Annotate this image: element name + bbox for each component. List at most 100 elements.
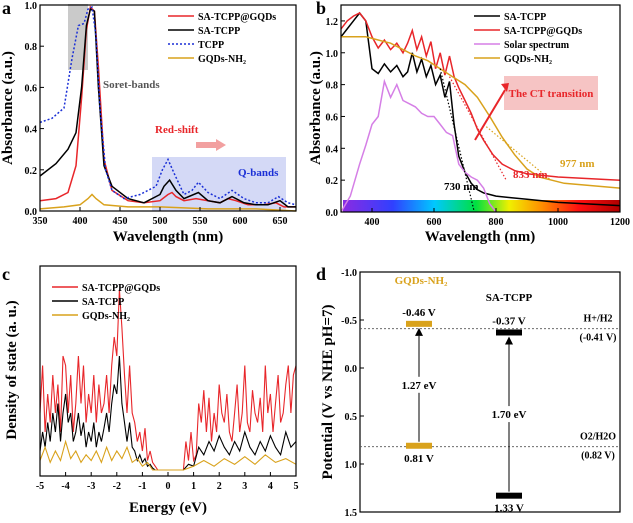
conduction-band-bar: [496, 329, 522, 336]
panel-b-legend-label: SA-TCPP@GQDs: [504, 26, 582, 37]
ct-arrow-head: [501, 83, 509, 92]
material-name: GQDs-NH₂: [395, 275, 449, 287]
panel-a-xtick-label: 500: [153, 216, 168, 227]
panel-c-xtick-label: 3: [242, 481, 247, 492]
panel-a-xtick-label: 350: [33, 216, 48, 227]
panel-b-series-line: [340, 12, 621, 181]
panel-a-legend-label: TCPP: [198, 40, 224, 51]
panel-d-ytick-label: -0.5: [341, 316, 357, 327]
panel-d-ylabel: Potential (V vs NHE pH=7): [320, 305, 336, 480]
red-shift-label: Red-shift: [155, 124, 199, 136]
panel-c-axes: [39, 265, 297, 477]
conduction-band-bar: [406, 320, 432, 327]
panel-b-xtick-label: 600: [427, 217, 442, 228]
panel-b-extrapolation-line: [448, 76, 507, 181]
soret-band-region: [68, 4, 88, 70]
label-977nm: 977 nm: [560, 158, 595, 170]
panel-a-ytick-label: 0.6: [25, 83, 38, 94]
panel-c-xlabel: Energy (eV): [129, 500, 207, 516]
panel-c-legend-label: SA-TCPP: [82, 297, 124, 308]
panel-b-series-line: [340, 78, 497, 213]
excitation-arrowhead: [415, 327, 423, 336]
panel-d-axes: [359, 271, 621, 513]
panel-a-series-line: [39, 7, 296, 208]
panel-b-ylabel: Absorbance (a.u.): [308, 51, 324, 165]
label-730nm: 730 nm: [444, 181, 479, 193]
panel-a-series-line: [39, 5, 297, 206]
panel-b-ytick-label: 0.0: [326, 208, 339, 219]
panel-b: b 400 600 800 1000 1200 0.0 0.2 0.4 0.6 0.8 1.0 1.2…: [308, 0, 630, 245]
panel-c-xtick-label: 0: [166, 481, 171, 492]
panel-a-ytick-label: 1.0: [25, 1, 38, 12]
panel-a-xlabel: Wavelength (nm): [113, 229, 223, 245]
panel-b-ytick-label: 0.2: [326, 176, 339, 187]
panel-c-legend-label: SA-TCPP@GQDs: [82, 283, 160, 294]
panel-d-ytick-label: 0.0: [345, 364, 358, 375]
visible-spectrum-strip: [343, 200, 620, 212]
band-gap-label-bg: [397, 376, 441, 393]
q-bands-label: Q-bands: [238, 167, 279, 179]
panel-b-ytick-label: 1.0: [326, 49, 339, 60]
panel-b-legend-label: GQDs-NH₂: [504, 54, 552, 65]
panel-d-ytick-label: 1.5: [345, 508, 358, 519]
panel-a-ytick-label: 0.4: [25, 125, 38, 136]
panel-a-xtick-label: 650: [273, 216, 288, 227]
ct-transition-box: [504, 76, 598, 110]
panel-d-ytick-label: -1.0: [341, 268, 357, 279]
vb-potential-label: 1.33 V: [494, 503, 524, 515]
panel-b-xtick-label: 800: [489, 217, 504, 228]
panel-b-xtick-label: 1000: [548, 217, 568, 228]
panel-b-series-line: [341, 36, 621, 189]
panel-b-xtick-label: 1200: [610, 217, 630, 228]
valence-band-bar: [406, 442, 432, 449]
panel-b-xlabel: Wavelength (nm): [425, 229, 535, 245]
panel-c-xtick-label: 1: [191, 481, 196, 492]
reference-line-name: O2/H2O: [580, 432, 616, 443]
panel-a-letter: a: [2, 0, 11, 18]
panel-a-series-line: [39, 193, 297, 212]
band-gap-label: 1.70 eV: [492, 409, 527, 421]
panel-c-series-line: [39, 439, 297, 471]
vb-potential-label: 0.81 V: [404, 453, 434, 465]
panel-b-series-line: [340, 11, 621, 207]
panel-c: c -5 -4 -3 -2 -1 0 1 2 3 4 5 Energy (eV) Density o…: [2, 264, 299, 516]
panel-c-xtick-label: 4: [268, 481, 273, 492]
panel-d-ytick-label: 0.5: [345, 412, 358, 423]
panel-b-ytick-label: 0.8: [326, 81, 339, 92]
panel-c-xtick-label: 2: [217, 481, 222, 492]
panel-a-ytick-label: 0.2: [25, 166, 38, 177]
panel-c-xtick-label: -1: [138, 481, 146, 492]
panel-a-xtick-label: 550: [193, 216, 208, 227]
panel-d-letter: d: [316, 264, 326, 284]
panel-c-series-line: [39, 355, 297, 471]
panel-b-ytick-label: 1.2: [326, 17, 339, 28]
label-833nm: 833 nm: [513, 169, 548, 181]
panel-c-xtick-label: -4: [61, 481, 69, 492]
panel-a-ytick-label: 0.8: [25, 42, 38, 53]
panel-c-xtick-label: 5: [294, 481, 299, 492]
cb-potential-label: -0.37 V: [492, 315, 525, 327]
material-name: SA-TCPP: [486, 292, 533, 304]
panel-c-legend-label: GQDs-NH₂: [82, 311, 130, 322]
panel-b-ytick-label: 0.4: [326, 144, 339, 155]
panel-a: a 350 400 450 500 550 600 650 0.0 0.2 0.4 0.6 0.8 1.…: [0, 0, 297, 245]
panel-b-legend-label: SA-TCPP: [504, 12, 546, 23]
red-shift-arrow-head: [216, 139, 226, 151]
panel-a-legend-label: GQDs-NH₂: [198, 54, 246, 65]
band-gap-label: 1.27 eV: [402, 380, 437, 392]
valence-band-bar: [496, 492, 522, 499]
panel-b-ytick-label: 0.6: [326, 112, 339, 123]
panel-b-axes: [340, 4, 621, 213]
panel-a-ytick-label: 0.0: [25, 207, 38, 218]
reference-line-value: (0.82 V): [581, 451, 615, 462]
panel-a-legend-label: SA-TCPP: [198, 26, 240, 37]
panel-a-xtick-label: 400: [73, 216, 88, 227]
panel-a-axes: [39, 4, 297, 212]
panel-a-legend-label: SA-TCPP@GQDs: [198, 12, 276, 23]
panel-b-xtick-label: 400: [365, 217, 380, 228]
reference-line-value: (-0.41 V): [579, 333, 616, 344]
panel-a-xtick-label: 600: [233, 216, 248, 227]
panel-b-legend-label: Solar spectrum: [504, 40, 570, 51]
panel-d: d -1.0 -0.5 0.0 0.5 1.0 1.5 Potential (V vs N…: [316, 264, 621, 519]
panel-b-letter: b: [316, 0, 326, 18]
